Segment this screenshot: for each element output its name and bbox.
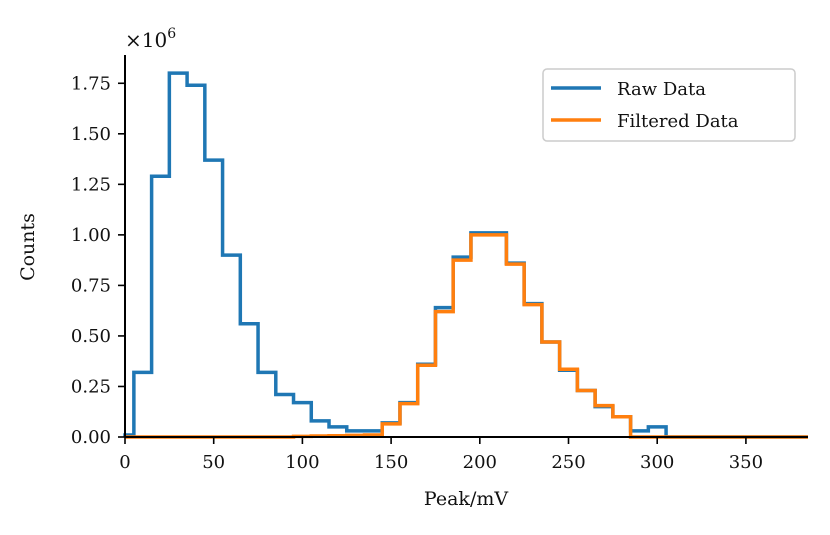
- y-tick-label: 1.75: [71, 73, 111, 94]
- axes-layer: 0 50 100 150 200 250 300 350 0.00 0.25 0.50 0.75 1.0…: [71, 55, 808, 473]
- y-tick-label: 0.50: [71, 326, 111, 347]
- y-multiplier-exponent: 6: [167, 26, 176, 42]
- series-filtered-data: [125, 233, 808, 439]
- y-tick-label: 0.75: [71, 275, 111, 296]
- legend: Raw Data Filtered Data: [542, 68, 796, 142]
- y-axis-title: Counts: [17, 213, 39, 281]
- x-tick-label: 250: [551, 452, 585, 473]
- y-multiplier-label: ×106: [125, 26, 176, 52]
- y-tick-label: 1.50: [71, 124, 111, 145]
- x-tick-label: 200: [463, 452, 497, 473]
- legend-label-raw-data: Raw Data: [617, 79, 706, 100]
- y-tick-label: 0.25: [71, 376, 111, 397]
- y-tick-label: 0.00: [71, 427, 111, 448]
- legend-label-filtered-data: Filtered Data: [617, 111, 739, 132]
- x-tick-label: 300: [640, 452, 674, 473]
- y-tick-label: 1.25: [71, 174, 111, 195]
- legend-frame: [542, 68, 796, 142]
- x-axis-title: Peak/mV: [424, 488, 508, 510]
- x-tick-label: 0: [119, 452, 130, 473]
- x-tick-label: 50: [202, 452, 225, 473]
- x-tick-label: 350: [729, 452, 763, 473]
- x-tick-label: 100: [285, 452, 319, 473]
- x-tick-label: 150: [374, 452, 408, 473]
- y-tick-label: 1.00: [71, 225, 111, 246]
